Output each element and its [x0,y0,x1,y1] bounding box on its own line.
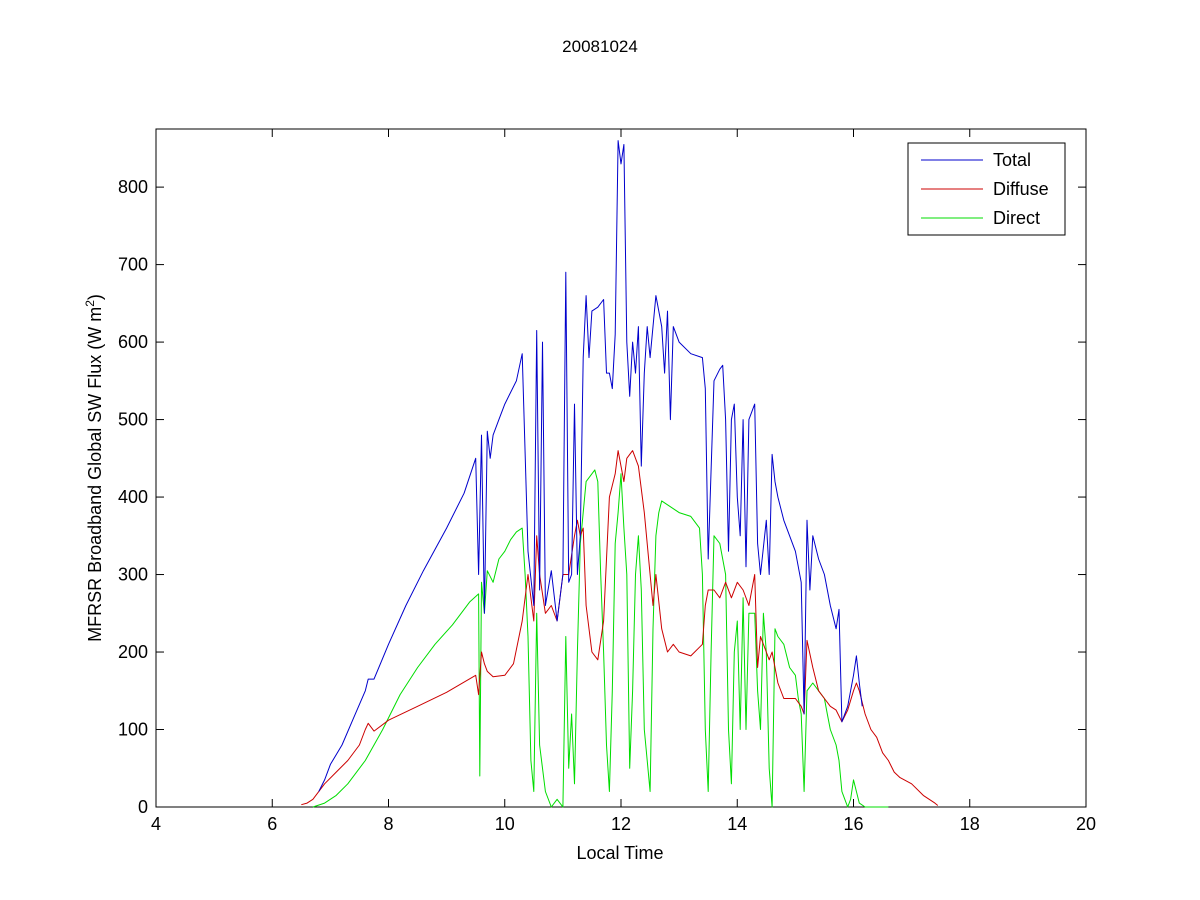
legend-label-total: Total [993,150,1031,170]
y-axis-label: MFRSR Broadband Global SW Flux (W m2) [83,294,105,642]
legend-label-diffuse: Diffuse [993,179,1049,199]
x-tick-label: 18 [960,814,980,834]
y-tick-label: 200 [118,642,148,662]
chart-title: 20081024 [562,37,638,56]
x-tick-label: 6 [267,814,277,834]
series-line-total [318,140,863,792]
x-tick-label: 20 [1076,814,1096,834]
y-tick-label: 0 [138,797,148,817]
legend: Total Diffuse Direct [907,142,1066,236]
series-line-direct [312,469,889,808]
y-tick-label: 700 [118,255,148,275]
x-tick-label: 14 [727,814,747,834]
y-tick-label: 100 [118,720,148,740]
y-tick-label: 300 [118,565,148,585]
y-axis-label-exponent: 2 [83,300,97,307]
x-tick-label: 8 [383,814,393,834]
y-tick-label: 800 [118,177,148,197]
y-tick-label: 500 [118,410,148,430]
y-tick-label: 600 [118,332,148,352]
x-axis-label: Local Time [576,843,663,863]
series-layer [301,140,939,808]
x-tick-label: 10 [495,814,515,834]
series-line-diffuse [301,450,939,806]
x-tick-label: 16 [843,814,863,834]
x-tick-label: 12 [611,814,631,834]
y-tick-label: 400 [118,487,148,507]
x-tick-label: 4 [151,814,161,834]
y-axis-label-main: MFRSR Broadband Global SW Flux (W m [85,307,105,642]
legend-label-direct: Direct [993,208,1040,228]
y-axis-label-close: ) [85,294,105,300]
